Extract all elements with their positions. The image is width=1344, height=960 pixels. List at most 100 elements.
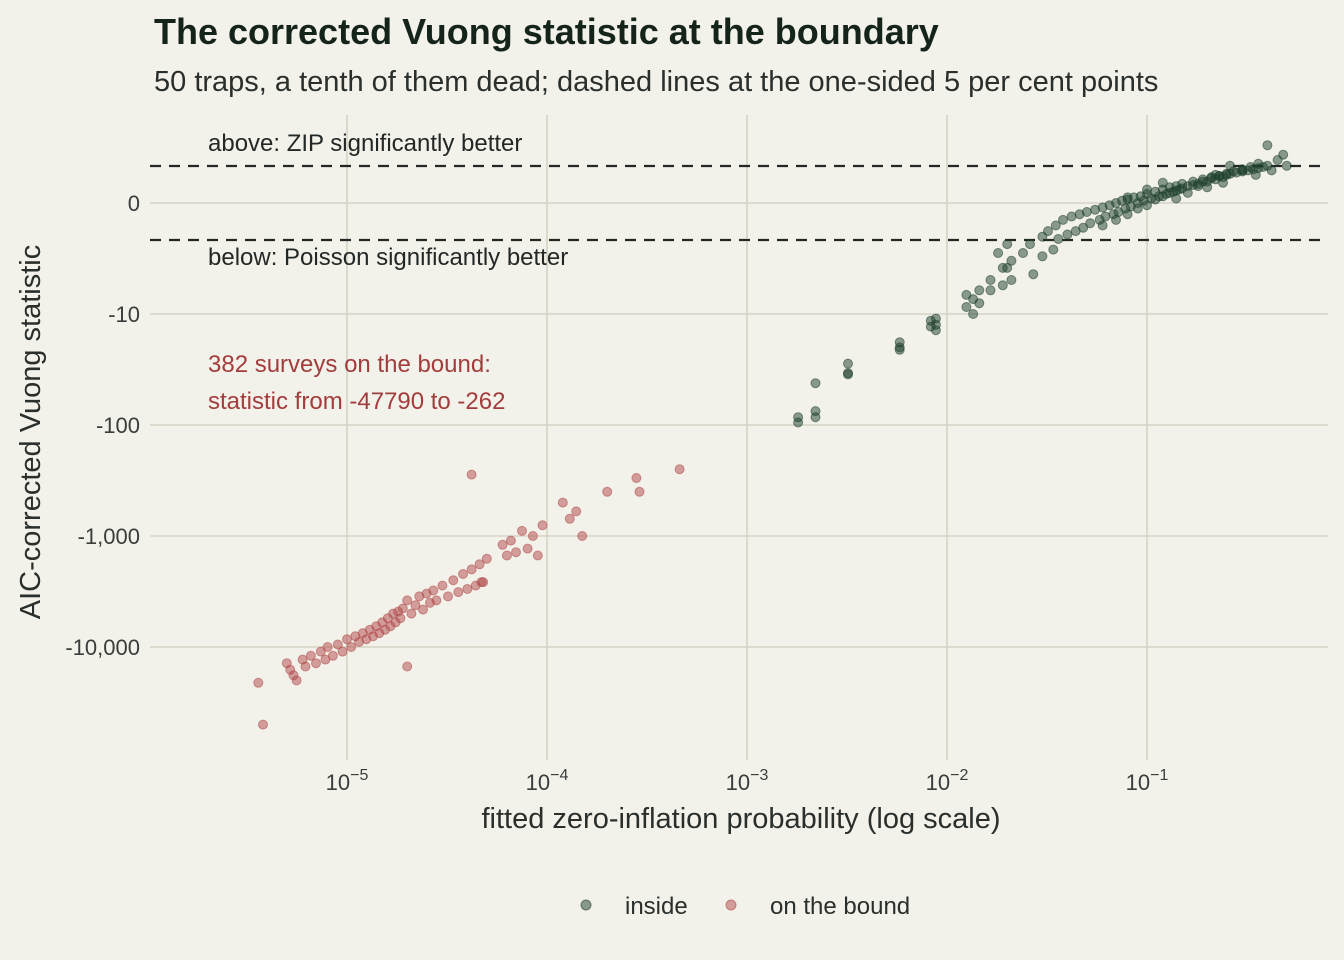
point-1-33 [395, 613, 406, 624]
point-1-45 [443, 591, 453, 602]
legend-label-bound: on the bound [770, 893, 910, 920]
y-tick-label-1: -10 [108, 302, 140, 327]
point-0-39 [1053, 234, 1064, 244]
point-0-128 [1250, 169, 1261, 180]
annotation-bound-count: 382 surveys on the bound: [208, 351, 491, 378]
point-1-73 [466, 469, 477, 480]
annotations: above: ZIP significantly better below: P… [208, 130, 568, 415]
point-0-35 [1037, 251, 1048, 262]
point-1-54 [481, 553, 492, 564]
point-1-8 [305, 650, 316, 661]
y-axis: 0 -10 -100 -1,000 -10,000 [65, 191, 140, 660]
point-1-62 [532, 550, 543, 561]
point-0-117 [1122, 192, 1133, 203]
point-1-44 [437, 580, 448, 591]
point-0-27 [1002, 239, 1013, 250]
point-1-34 [397, 603, 408, 614]
point-0-30 [1006, 275, 1017, 285]
point-0-26 [997, 280, 1008, 291]
point-0-99 [1122, 209, 1133, 220]
point-1-47 [453, 587, 464, 598]
annotation-below: below: Poisson significantly better [208, 244, 568, 271]
grid-lines [150, 115, 1328, 760]
point-1-5 [291, 675, 302, 686]
point-1-46 [448, 575, 459, 586]
point-0-98 [1111, 214, 1121, 225]
point-0-22 [985, 275, 996, 285]
point-0-23 [985, 285, 996, 296]
point-0-31 [1018, 248, 1028, 258]
point-1-71 [674, 464, 685, 475]
point-1-69 [631, 473, 642, 483]
y-tick-label-2: -100 [96, 413, 140, 438]
point-0-36 [1043, 226, 1053, 237]
point-0-115 [1253, 158, 1264, 169]
point-0-116 [1262, 140, 1273, 151]
x-tick-label-4: 10−1 [1126, 767, 1169, 795]
series-1 [253, 464, 685, 730]
point-0-125 [1218, 177, 1228, 188]
point-0-122 [1193, 181, 1204, 192]
point-0-24 [993, 248, 1004, 258]
point-0-41 [1062, 229, 1073, 240]
data-points [253, 140, 1292, 730]
point-0-100 [1132, 203, 1143, 214]
point-0-33 [1028, 269, 1039, 280]
annotation-bound-range: statistic from -47790 to -262 [208, 388, 505, 415]
point-1-67 [577, 531, 588, 541]
point-0-123 [1202, 182, 1213, 193]
point-0-1 [793, 417, 804, 428]
point-0-21 [974, 298, 985, 309]
point-1-36 [406, 608, 417, 619]
point-0-37 [1048, 244, 1059, 255]
point-1-56 [501, 550, 512, 561]
point-1-59 [517, 525, 527, 536]
chart-subtitle: 50 traps, a tenth of them dead; dashed l… [154, 66, 1158, 98]
x-tick-label-3: 10−2 [926, 767, 969, 795]
point-0-29 [1006, 255, 1017, 266]
point-1-49 [462, 584, 473, 594]
point-0-121 [1182, 187, 1193, 198]
point-1-1 [258, 719, 268, 730]
point-1-57 [505, 535, 516, 546]
legend-marker-bound [725, 899, 737, 911]
point-0-124 [1210, 169, 1221, 180]
y-axis-title: AIC-corrected Vuong statistic [15, 245, 47, 619]
point-1-12 [322, 642, 333, 652]
point-1-74 [402, 661, 413, 672]
point-0-40 [1058, 214, 1068, 225]
point-0-4 [810, 412, 821, 423]
point-0-96 [1281, 160, 1292, 171]
point-1-52 [474, 559, 485, 570]
point-1-64 [557, 497, 568, 508]
point-0-7 [843, 368, 853, 378]
point-1-68 [602, 486, 613, 497]
point-0-32 [1025, 239, 1035, 250]
y-tick-label-3: -1,000 [78, 524, 140, 549]
point-1-39 [418, 604, 428, 615]
point-0-20 [974, 285, 985, 296]
point-1-35 [402, 595, 413, 606]
point-0-101 [1142, 200, 1152, 211]
point-1-17 [346, 642, 357, 652]
point-1-50 [466, 564, 477, 575]
point-0-119 [1157, 177, 1168, 188]
x-axis-title: fitted zero-inflation probability (log s… [481, 803, 1000, 835]
point-0-17 [961, 302, 972, 312]
point-1-66 [571, 506, 582, 517]
legend-label-inside: inside [625, 893, 688, 920]
point-1-37 [410, 600, 421, 611]
point-0-95 [1278, 149, 1289, 160]
point-1-0 [253, 677, 264, 688]
point-1-42 [428, 585, 439, 596]
point-0-15 [930, 325, 941, 336]
x-tick-label-2: 10−3 [726, 767, 769, 795]
point-1-10 [315, 646, 326, 657]
point-0-97 [1097, 220, 1108, 231]
point-1-61 [527, 531, 538, 541]
point-0-38 [1050, 220, 1061, 231]
legend: inside on the bound [580, 893, 910, 920]
point-1-72 [476, 577, 487, 588]
point-1-65 [564, 513, 575, 524]
